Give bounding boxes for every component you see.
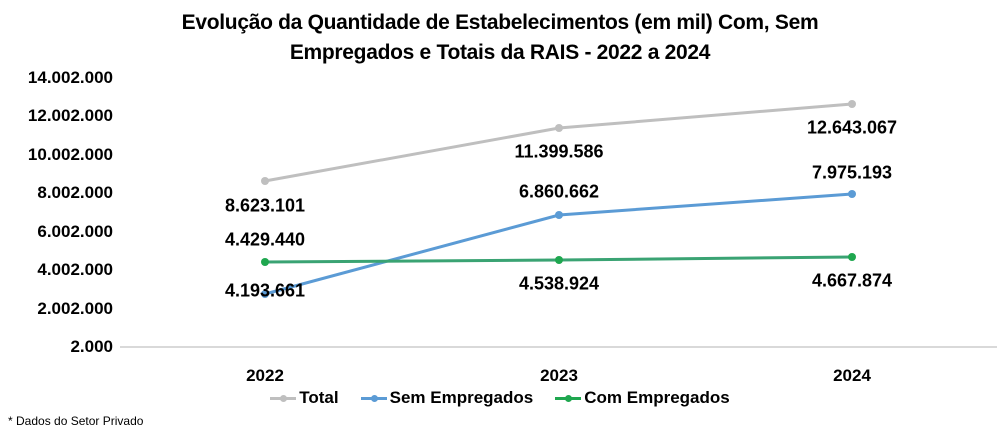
series-sem-empregados [261,190,856,298]
x-tick: 2022 [246,366,284,385]
chart-title-line-2: Empregados e Totais da RAIS - 2022 a 202… [289,41,711,64]
legend-line-marker-icon [555,394,582,402]
data-label-total-2022: 8.623.101 [224,195,306,216]
y-tick: 14.002.000 [27,68,113,87]
legend-label: Com Empregados [584,388,730,407]
data-label-sem-2022: 4.193.661 [224,280,306,301]
y-tick: 2.000 [70,337,113,356]
legend-label: Total [299,388,339,407]
data-label-com-2024: 4.667.874 [811,270,893,291]
chart-title-line-1: Evolução da Quantidade de Estabeleciment… [181,11,819,34]
x-tick: 2024 [833,366,871,385]
chart-title: Evolução da Quantidade de Estabeleciment… [0,8,1000,68]
legend-item-com-empregados: Com Empregados [555,388,730,408]
legend-item-total: Total [270,388,339,408]
data-label-sem-2024: 7.975.193 [811,162,893,183]
y-tick: 10.002.000 [27,145,113,164]
y-tick: 12.002.000 [27,106,113,125]
legend-item-sem-empregados: Sem Empregados [360,388,534,408]
data-label-com-2022: 4.429.440 [224,229,306,250]
legend-line-marker-icon [270,394,297,402]
data-label-com-2023: 4.538.924 [518,273,600,294]
legend-line-marker-icon [360,394,387,402]
data-label-total-2023: 11.399.586 [514,141,604,162]
footnote: * Dados do Setor Privado [8,414,144,428]
series-com-empregados [261,253,856,266]
data-label-total-2024: 12.643.067 [806,117,898,138]
legend-label: Sem Empregados [389,388,534,407]
y-tick: 4.002.000 [37,260,113,279]
y-tick: 6.002.000 [37,222,113,241]
y-tick: 8.002.000 [37,183,113,202]
x-tick: 2023 [540,366,578,385]
series-total [261,100,856,185]
legend: Total Sem Empregados Com Empregados [0,388,1000,408]
data-label-sem-2023: 6.860.662 [518,181,600,202]
y-tick: 2.002.000 [37,299,113,318]
